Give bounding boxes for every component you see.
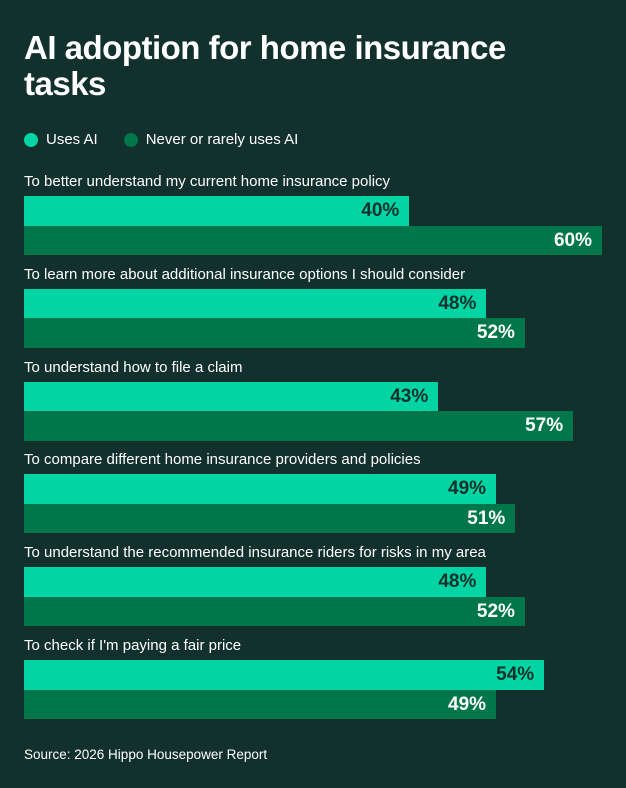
- legend-label: Uses AI: [46, 131, 98, 148]
- bar-group: To learn more about additional insurance…: [24, 265, 614, 348]
- category-label: To better understand my current home ins…: [24, 173, 391, 190]
- bar-never-uses-ai: 57%: [24, 411, 574, 441]
- bar-group: To compare different home insurance prov…: [24, 450, 614, 534]
- bar-never-uses-ai: 49%: [24, 689, 497, 719]
- bar-uses-ai: 48%: [24, 288, 487, 319]
- data-label: 54%: [496, 664, 535, 685]
- bar-group: To understand how to file a claim 43% 57%: [24, 358, 614, 441]
- bar-uses-ai: 40%: [24, 196, 410, 226]
- category-label: To learn more about additional insurance…: [24, 265, 466, 283]
- bar-group: To understand the recommended insurance …: [24, 543, 614, 627]
- data-label: 43%: [390, 385, 429, 407]
- legend-label: Never or rarely uses AI: [145, 131, 299, 148]
- category-label: To understand how to file a claim: [24, 358, 243, 376]
- bar-never-uses-ai: 52%: [24, 596, 525, 627]
- category-label: To check if I'm paying a fair price: [24, 637, 242, 654]
- legend-item-uses-ai: Uses AI: [24, 131, 98, 148]
- data-label: 60%: [553, 229, 592, 251]
- legend-item-never-uses-ai: Never or rarely uses AI: [123, 131, 299, 148]
- bar-group: To check if I'm paying a fair price 54% 49…: [24, 636, 614, 719]
- data-label: 48%: [438, 571, 477, 593]
- legend-swatch-never-uses-ai: [123, 132, 138, 147]
- bar-group: To better understand my current home ins…: [24, 172, 614, 255]
- bar-never-uses-ai: 60%: [24, 225, 602, 255]
- data-label: 57%: [525, 415, 564, 437]
- bar-uses-ai: 48%: [24, 567, 487, 597]
- bar-never-uses-ai: 51%: [24, 503, 516, 534]
- data-label: 52%: [476, 600, 515, 622]
- data-label: 49%: [448, 693, 487, 715]
- bar-never-uses-ai: 52%: [24, 318, 525, 348]
- bar-uses-ai: 43%: [24, 381, 439, 412]
- data-label: 51%: [467, 507, 506, 529]
- data-label: 40%: [361, 200, 400, 221]
- category-label: To understand the recommended insurance …: [24, 544, 486, 562]
- legend: Uses AI Never or rarely uses AI: [24, 131, 324, 148]
- bar-uses-ai: 54%: [24, 660, 545, 690]
- legend-swatch-uses-ai: [24, 132, 38, 147]
- chart-title: AI adoption for home insurance tasks: [24, 29, 506, 102]
- data-label: 52%: [476, 322, 515, 344]
- data-label: 48%: [438, 292, 477, 314]
- category-label: To compare different home insurance prov…: [24, 451, 421, 469]
- bar-uses-ai: 49%: [24, 474, 497, 504]
- source-note: Source: 2026 Hippo Housepower Report: [24, 747, 268, 762]
- data-label: 49%: [448, 478, 487, 500]
